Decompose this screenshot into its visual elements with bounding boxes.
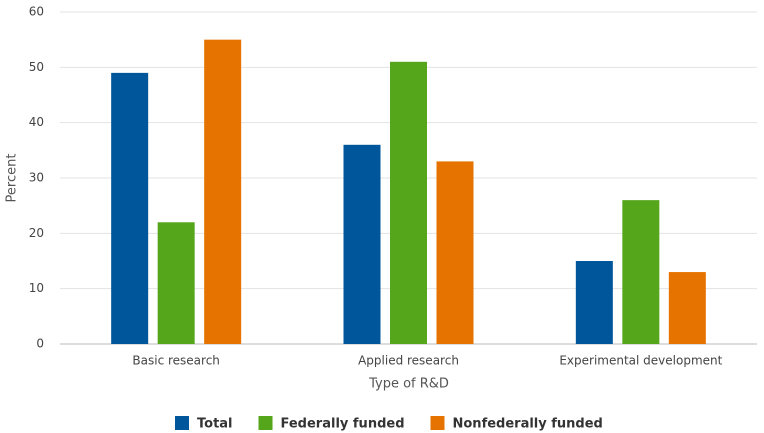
bar bbox=[204, 39, 242, 345]
legend-swatch bbox=[430, 416, 445, 430]
x-tick-label: Basic research bbox=[132, 354, 220, 368]
y-tick-label: 0 bbox=[36, 337, 44, 351]
x-tick-label: Applied research bbox=[358, 354, 459, 368]
legend-label: Federally funded bbox=[281, 417, 405, 432]
bar bbox=[390, 61, 427, 345]
legend-swatch bbox=[175, 416, 189, 430]
y-tick-label: 60 bbox=[29, 5, 44, 19]
y-tick-label: 20 bbox=[29, 226, 44, 240]
bar bbox=[157, 222, 195, 344]
bar bbox=[111, 72, 149, 344]
bar bbox=[343, 144, 381, 344]
bar bbox=[436, 161, 474, 344]
y-tick-label: 50 bbox=[29, 60, 44, 74]
y-tick-label: 30 bbox=[29, 171, 44, 185]
legend-swatch bbox=[258, 416, 273, 430]
bar bbox=[575, 261, 613, 344]
y-axis-title: Percent bbox=[5, 154, 20, 203]
bar bbox=[668, 272, 706, 344]
x-tick-label: Experimental development bbox=[559, 354, 722, 368]
y-tick-label: 40 bbox=[29, 115, 44, 129]
x-axis-title: Type of R&D bbox=[368, 377, 449, 392]
legend-label: Nonfederally funded bbox=[453, 417, 603, 432]
legend-label: Total bbox=[197, 417, 233, 432]
bar bbox=[622, 200, 660, 344]
y-tick-label: 10 bbox=[29, 281, 44, 295]
